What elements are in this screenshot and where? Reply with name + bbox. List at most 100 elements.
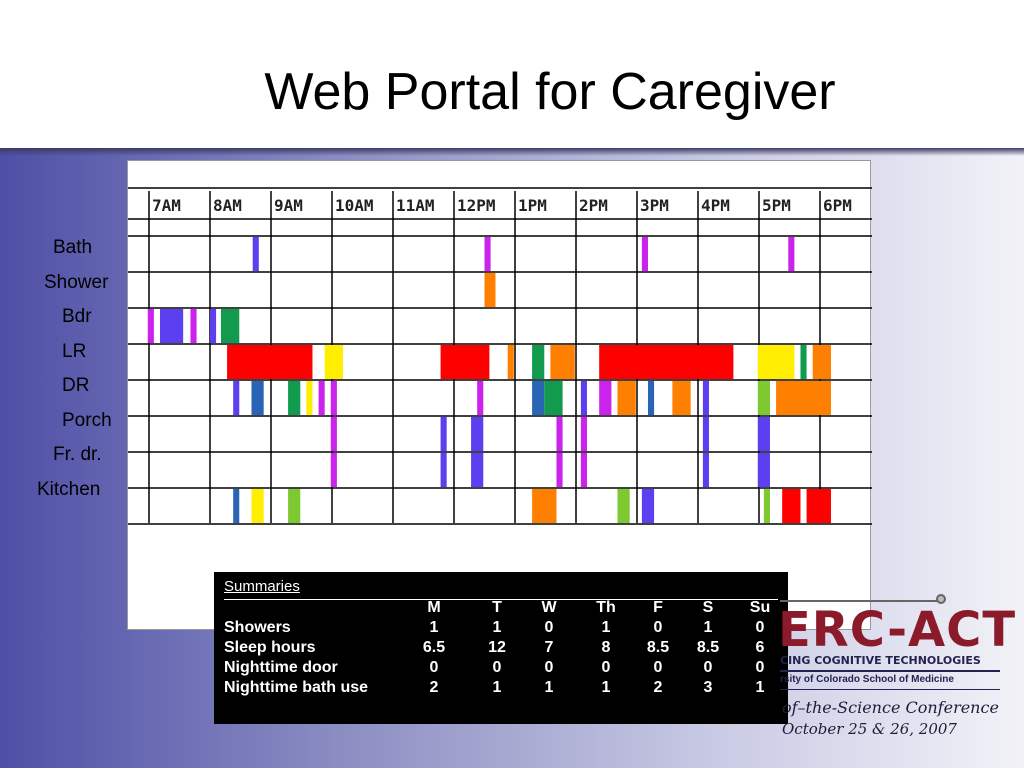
hour-label: 9AM (274, 196, 303, 215)
summary-cell: 0 (653, 619, 663, 636)
activity-bar (556, 417, 563, 451)
activity-bar (757, 453, 770, 487)
hour-label: 8AM (213, 196, 242, 215)
activity-bar (147, 309, 154, 343)
activity-bar (757, 345, 795, 379)
row-label: Fr. dr. (53, 444, 102, 465)
summary-table: Summaries M T W Th F S Su Showers 1 1 0 1 0 1 0 Sleep h… (214, 572, 788, 724)
hour-label: 1PM (518, 196, 547, 215)
activity-bar (484, 237, 491, 271)
hour-label: 5PM (762, 196, 791, 215)
activity-bar (702, 453, 709, 487)
activity-bar (440, 417, 447, 451)
summary-row-label: Nighttime door (224, 659, 338, 676)
summary-cell: 1 (601, 679, 611, 696)
activity-bar (617, 381, 636, 415)
logo-tagline: CING COGNITIVE TECHNOLOGIES (780, 654, 981, 667)
activity-bar (324, 345, 343, 379)
activity-bar (641, 237, 648, 271)
summary-cell: 1 (492, 679, 502, 696)
activity-bar (806, 489, 831, 523)
activity-bar (471, 453, 484, 487)
activity-bar (251, 489, 264, 523)
activity-bar (330, 417, 337, 451)
summary-day-header: S (702, 599, 714, 616)
summary-cell: 6.5 (422, 639, 446, 656)
activity-bar (580, 453, 587, 487)
logo-block: ERC-ACT CING COGNITIVE TECHNOLOGIES rsit… (778, 590, 1024, 750)
logo-wordmark: ERC-ACT (778, 602, 1017, 658)
logo-school: rsity of Colorado School of Medicine (780, 674, 954, 685)
summary-cell: 8 (601, 639, 611, 656)
summary-row-label: Sleep hours (224, 639, 316, 656)
activity-bar (233, 381, 240, 415)
activity-bar (757, 417, 770, 451)
activity-bar (288, 489, 301, 523)
hour-label: 6PM (823, 196, 852, 215)
activity-bar (580, 417, 587, 451)
hour-label: 2PM (579, 196, 608, 215)
activity-bar (471, 417, 484, 451)
summary-cell: 3 (703, 679, 713, 696)
summary-cell: 0 (703, 659, 713, 676)
row-label: Kitchen (37, 478, 101, 500)
summary-cell: 8.5 (696, 639, 720, 656)
summary-cell: 1 (492, 619, 502, 636)
conference-date: October 25 & 26, 2007 (782, 720, 957, 738)
summary-cell: 1 (601, 619, 611, 636)
summary-cell: 0 (544, 619, 554, 636)
activity-bar (318, 381, 325, 415)
logo-line (780, 600, 940, 602)
summary-cell: 1 (755, 679, 765, 696)
activity-bar (252, 237, 259, 271)
activity-bar (672, 381, 691, 415)
activity-bar (800, 345, 807, 379)
activity-bar (288, 381, 301, 415)
hour-label: 12PM (457, 196, 496, 215)
summary-cell: 0 (755, 619, 765, 636)
activity-bar (440, 345, 490, 379)
activity-bar (788, 237, 795, 271)
activity-bar (556, 453, 563, 487)
row-label: Shower (44, 271, 109, 293)
activity-bar (330, 381, 337, 415)
title-shadow (0, 148, 1024, 156)
conference-name: of–the-Science Conference (782, 698, 999, 717)
activity-bar (190, 309, 197, 343)
summary-day-header: F (653, 599, 663, 616)
activity-bar (507, 345, 514, 379)
hour-label: 4PM (701, 196, 730, 215)
summary-cell: 0 (429, 659, 439, 676)
summary-cell: 2 (653, 679, 663, 696)
activity-bar (757, 381, 770, 415)
activity-bar (550, 345, 575, 379)
summary-cell: 2 (429, 679, 439, 696)
summary-cell: 1 (544, 679, 554, 696)
hour-label: 7AM (152, 196, 181, 215)
summary-cell: 12 (488, 639, 506, 656)
activity-bar (477, 381, 484, 415)
summary-cell: 7 (544, 639, 554, 656)
summary-row-label: Showers (224, 619, 291, 636)
summary-title: Summaries (224, 578, 300, 595)
summary-day-header: Su (749, 599, 771, 616)
summary-cell: 0 (653, 659, 663, 676)
activity-bar (641, 489, 655, 523)
activity-bar (776, 381, 831, 415)
activity-bar (159, 309, 184, 343)
row-label: Porch (62, 409, 112, 431)
summary-rule (224, 599, 778, 600)
activity-bar (702, 417, 709, 451)
activity-bar (220, 309, 240, 343)
summary-cell: 8.5 (646, 639, 670, 656)
row-label: Bdr (62, 306, 92, 327)
summary-cell: 1 (429, 619, 439, 636)
activity-bar (763, 489, 770, 523)
activity-chart: 7AM 8AM 9AM 10AM 11AM 12PM 1PM 2PM 3PM 4PM 5PM 6PM (127, 160, 872, 630)
summary-cell: 0 (544, 659, 554, 676)
summary-day-header: M (427, 599, 441, 616)
logo-rule (780, 689, 1000, 690)
row-label: DR (62, 375, 90, 396)
activity-bar (210, 309, 217, 343)
activity-bar (544, 381, 563, 415)
